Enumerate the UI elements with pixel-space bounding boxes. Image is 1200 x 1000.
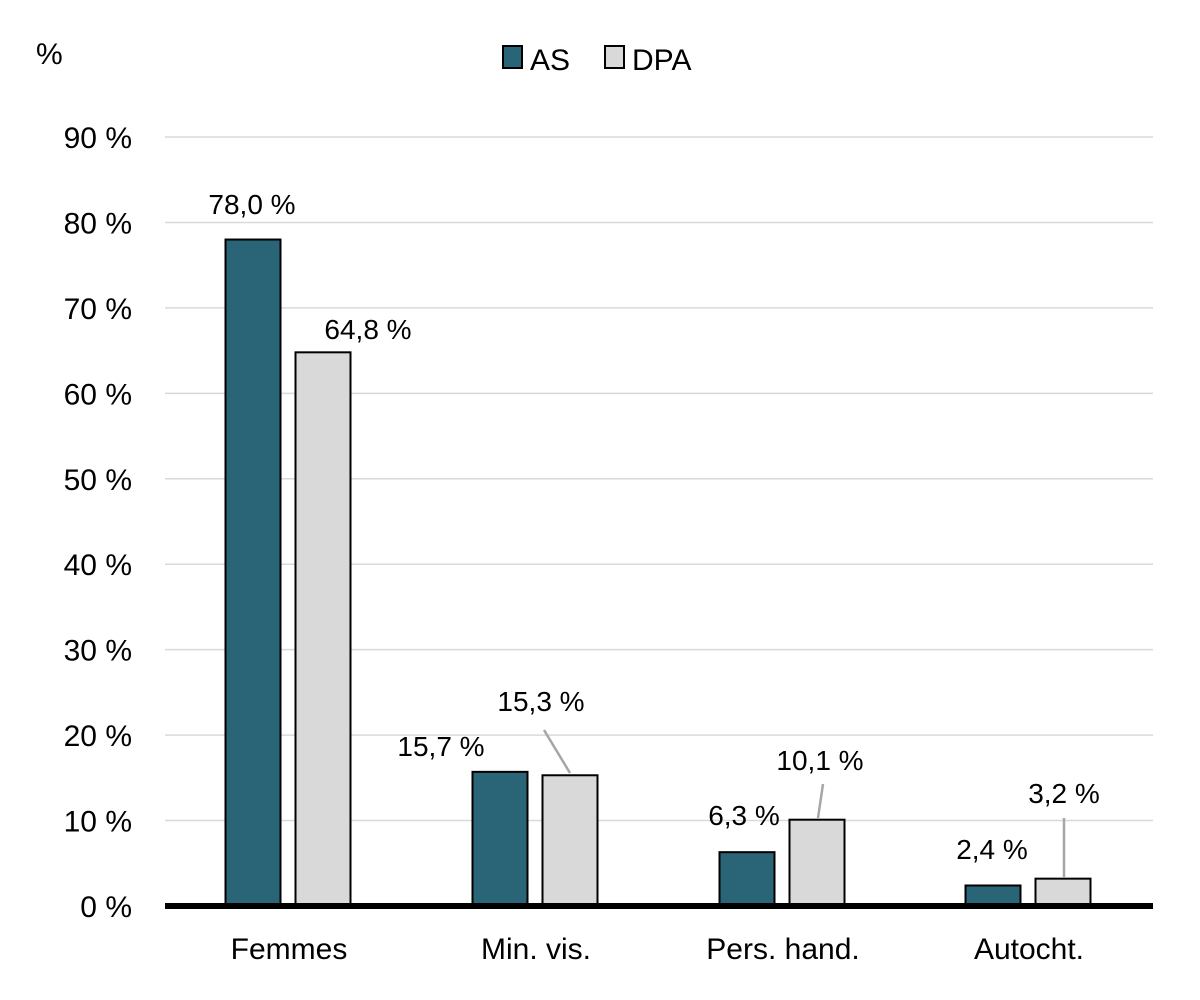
bar-dpa-3: [788, 818, 846, 907]
y-tick-label: 10 %: [64, 806, 132, 839]
legend-label-dpa: DPA: [632, 44, 691, 77]
y-tick-label: 30 %: [64, 635, 132, 668]
y-tick-label: 90 %: [64, 122, 132, 155]
bar-dpa-4: [1034, 877, 1092, 907]
data-label-leader-line: [816, 783, 825, 819]
bar-dpa-1: [294, 351, 352, 907]
x-category-label: Autocht.: [974, 933, 1084, 966]
bars: [224, 238, 1092, 908]
data-label-as-1: 78,0 %: [208, 189, 295, 220]
y-axis-unit-label: %: [36, 38, 63, 71]
data-label-dpa-4: 3,2 %: [1028, 778, 1100, 809]
y-tick-label: 50 %: [64, 464, 132, 497]
y-tick-label: 60 %: [64, 378, 132, 411]
y-tick-label: 40 %: [64, 549, 132, 582]
bar-as-2: [471, 770, 529, 908]
data-label-as-4: 2,4 %: [956, 834, 1028, 865]
data-label-leader-line: [542, 729, 572, 774]
y-tick-label: 70 %: [64, 293, 132, 326]
bar-as-4: [964, 884, 1022, 908]
legend-swatch-as: [502, 45, 523, 69]
data-label-as-3: 6,3 %: [708, 800, 780, 831]
x-category-label: Pers. hand.: [706, 933, 859, 966]
y-tick-label: 20 %: [64, 720, 132, 753]
bar-as-1: [224, 238, 282, 908]
legend: AS DPA: [502, 44, 691, 77]
label-leader-lines: [542, 729, 1066, 877]
y-tick-label: 0 %: [80, 891, 132, 924]
legend-label-as: AS: [530, 44, 570, 77]
y-axis-ticks: 0 % 10 % 20 % 30 % 40 % 50 % 60 % 70 % 80 % 90 %: [64, 122, 132, 924]
legend-swatch-dpa: [604, 45, 625, 69]
x-category-label: Femmes: [231, 933, 348, 966]
y-tick-label: 80 %: [64, 207, 132, 240]
bar-dpa-2: [541, 774, 599, 908]
data-label-as-2: 15,7 %: [397, 731, 484, 762]
data-label-dpa-1: 64,8 %: [324, 314, 411, 345]
data-label-dpa-2: 15,3 %: [497, 686, 584, 717]
data-labels: 78,0 % 15,7 % 6,3 % 2,4 % 64,8 % 15,3 % 10,1 %…: [208, 189, 1099, 865]
data-label-dpa-3: 10,1 %: [776, 745, 863, 776]
bar-as-3: [718, 851, 776, 907]
x-category-label: Min. vis.: [481, 933, 591, 966]
category-labels: Femmes Min. vis. Pers. hand. Autocht.: [231, 933, 1084, 966]
